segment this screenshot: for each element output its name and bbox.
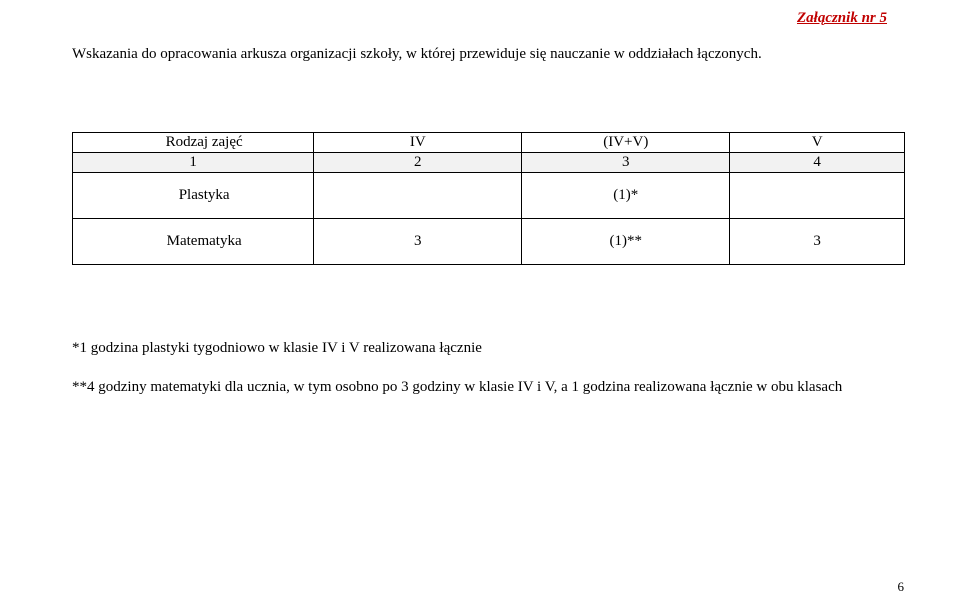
num-v: 4 (730, 152, 905, 172)
math-iv-v: (1)** (522, 218, 730, 264)
table-row: Matematyka 3 (1)** 3 (73, 218, 905, 264)
math-iv: 3 (314, 218, 522, 264)
table-header-row: Rodzaj zajęć IV (IV+V) V (73, 132, 905, 152)
num-subject: 1 (73, 152, 314, 172)
header-iv-v: (IV+V) (522, 132, 730, 152)
attachment-label: Załącznik nr 5 (72, 10, 905, 27)
math-subject: Matematyka (73, 218, 314, 264)
footnote-2: **4 godziny matematyki dla ucznia, w tym… (72, 376, 905, 399)
plastyka-iv-v: (1)* (522, 172, 730, 218)
table-row: Plastyka (1)* (73, 172, 905, 218)
subjects-table: Rodzaj zajęć IV (IV+V) V 1 2 3 4 Plastyk… (72, 132, 905, 265)
plastyka-iv (314, 172, 522, 218)
plastyka-v (730, 172, 905, 218)
header-subject: Rodzaj zajęć (73, 132, 314, 152)
page-number: 6 (898, 579, 905, 595)
header-iv: IV (314, 132, 522, 152)
math-v: 3 (730, 218, 905, 264)
table-number-row: 1 2 3 4 (73, 152, 905, 172)
num-iv: 2 (314, 152, 522, 172)
num-iv-v: 3 (522, 152, 730, 172)
footnotes: *1 godzina plastyki tygodniowo w klasie … (72, 337, 905, 400)
footnote-1: *1 godzina plastyki tygodniowo w klasie … (72, 337, 905, 360)
page-heading: Wskazania do opracowania arkusza organiz… (72, 43, 905, 66)
plastyka-subject: Plastyka (73, 172, 314, 218)
header-v: V (730, 132, 905, 152)
